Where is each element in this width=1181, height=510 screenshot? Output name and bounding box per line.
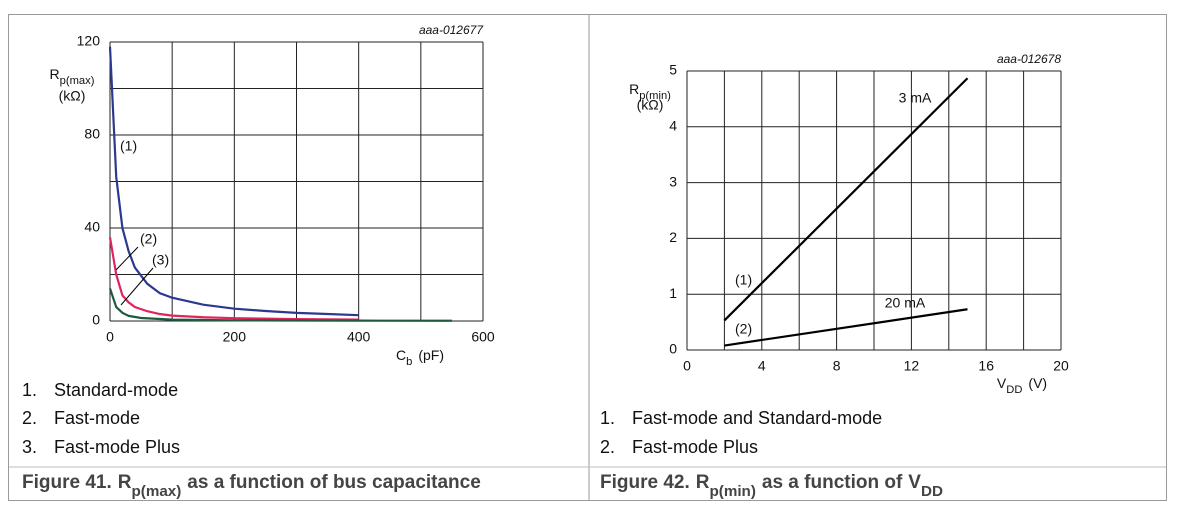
x-tick-label: 4 — [758, 358, 766, 374]
x-tick-label: 0 — [106, 329, 114, 345]
series-label: (3) — [152, 252, 169, 268]
key-text: Fast-mode Plus — [54, 437, 180, 457]
key-text: Fast-mode Plus — [632, 437, 758, 457]
caption-part: R — [118, 472, 132, 493]
y-axis-label: Rp(max) — [50, 66, 95, 87]
x-axis-label-part: (V) — [1028, 375, 1047, 391]
y-tick-label: 4 — [669, 118, 677, 134]
x-tick-label: 20 — [1053, 358, 1069, 374]
x-axis-label-part: DD — [1006, 384, 1022, 396]
caption-part: V — [908, 472, 921, 493]
caption: Figure 41. Rp(max) as a function of bus ca… — [22, 472, 481, 500]
y-axis-label-part: p(max) — [60, 75, 95, 87]
caption-part: Figure 41. — [22, 472, 112, 493]
y-tick-label: 2 — [669, 229, 677, 245]
caption: Figure 42. Rp(min) as a function of VDD — [600, 472, 943, 500]
x-tick-label: 400 — [347, 329, 371, 345]
y-tick-label: 40 — [84, 219, 100, 235]
y-axis-unit: (kΩ) — [59, 88, 86, 104]
leader-line — [120, 267, 154, 306]
series-note: 3 mA — [899, 90, 932, 106]
key-number: 3. — [22, 437, 37, 457]
x-tick-label: 16 — [978, 358, 994, 374]
x-tick-label: 8 — [833, 358, 841, 374]
series-line — [108, 237, 359, 321]
x-axis-label-part: V — [997, 375, 1007, 391]
key-number: 1. — [22, 380, 37, 400]
caption-part: Figure 42. — [600, 472, 690, 493]
x-axis-label-part: C — [396, 347, 406, 363]
key-text: Standard-mode — [54, 380, 178, 400]
y-tick-label: 1 — [669, 285, 677, 301]
y-axis-label: Rp(min) — [629, 81, 671, 102]
figure-id: aaa-012678 — [997, 52, 1061, 66]
caption-part: R — [696, 472, 710, 493]
series-label: (1) — [120, 138, 137, 154]
series-label: (1) — [735, 272, 752, 288]
x-tick-label: 600 — [471, 329, 495, 345]
key-number: 1. — [600, 408, 615, 428]
y-tick-label: 80 — [84, 126, 100, 142]
y-axis-label-part: R — [50, 66, 60, 82]
x-axis-label-part: b — [406, 356, 412, 368]
y-tick-label: 0 — [92, 312, 100, 328]
key-number: 2. — [22, 408, 37, 428]
series-line — [723, 77, 969, 322]
x-axis-label: VDD (V) — [997, 375, 1047, 396]
caption-part: DD — [921, 483, 943, 500]
caption-part: as a function of bus capacitance — [187, 472, 481, 493]
x-axis-label: Cb (pF) — [396, 347, 444, 368]
series-line — [724, 308, 968, 347]
key-text: Fast-mode and Standard-mode — [632, 408, 882, 428]
figure-id: aaa-012677 — [419, 23, 484, 37]
y-axis-label-part: p(min) — [639, 90, 671, 102]
y-tick-label: 0 — [669, 341, 677, 357]
y-tick-label: 120 — [77, 33, 101, 49]
series-label: (2) — [735, 321, 752, 337]
x-tick-label: 0 — [683, 358, 691, 374]
x-tick-label: 200 — [223, 329, 247, 345]
series-note: 20 mA — [885, 295, 926, 311]
x-axis-label-part: (pF) — [418, 347, 444, 363]
y-axis-label-part: R — [629, 81, 639, 97]
caption-part: p(min) — [709, 483, 755, 500]
y-axis-unit: (kΩ) — [637, 97, 664, 113]
caption-part: p(max) — [131, 483, 181, 500]
key-text: Fast-mode — [54, 408, 140, 428]
key-number: 2. — [600, 437, 615, 457]
y-tick-label: 3 — [669, 173, 677, 189]
caption-part: as a function of — [762, 472, 903, 493]
y-tick-label: 5 — [669, 62, 677, 78]
frame — [8, 14, 1167, 501]
series-label: (2) — [140, 231, 157, 247]
x-tick-label: 12 — [904, 358, 920, 374]
series-line — [108, 288, 452, 322]
leader-line — [115, 246, 139, 271]
series-line — [108, 46, 359, 317]
